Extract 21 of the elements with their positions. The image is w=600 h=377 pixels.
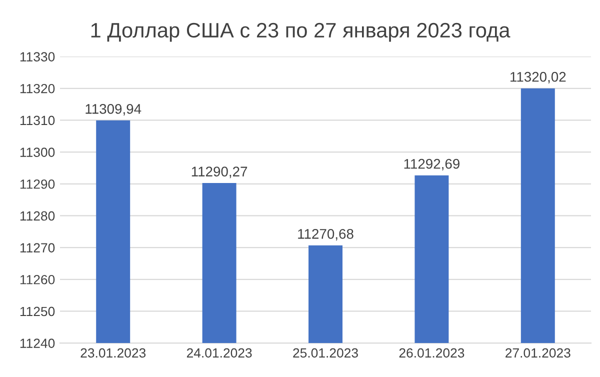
- x-tick-label: 25.01.2023: [293, 348, 358, 358]
- y-tick-label: 11320: [20, 84, 55, 94]
- y-tick-label: 11260: [20, 274, 55, 284]
- y-tick-label: 11300: [20, 148, 55, 157]
- x-tick-label: 23.01.2023: [80, 348, 146, 358]
- x-tick-label: 26.01.2023: [399, 348, 464, 358]
- y-tick-label: 11310: [20, 116, 55, 126]
- y-tick-label: 11280: [20, 211, 55, 221]
- y-tick-label: 11240: [20, 338, 55, 348]
- data-label: 11309,94: [86, 104, 142, 116]
- y-tick-label: 11330: [20, 52, 55, 62]
- data-label: 11270,68: [298, 229, 354, 240]
- x-tick-label: 24.01.2023: [186, 348, 252, 358]
- y-tick-label: 11290: [20, 179, 55, 189]
- data-label: 11292,69: [404, 158, 460, 170]
- x-tick-label: 27.01.2023: [506, 348, 570, 358]
- chart-title: 1 Доллар США с 23 по 27 января 2023 года: [91, 22, 510, 42]
- data-label: 11320,02: [510, 72, 566, 84]
- y-tick-label: 11270: [20, 243, 55, 252]
- data-label: 11290,27: [192, 166, 248, 178]
- y-tick-label: 11250: [20, 306, 55, 316]
